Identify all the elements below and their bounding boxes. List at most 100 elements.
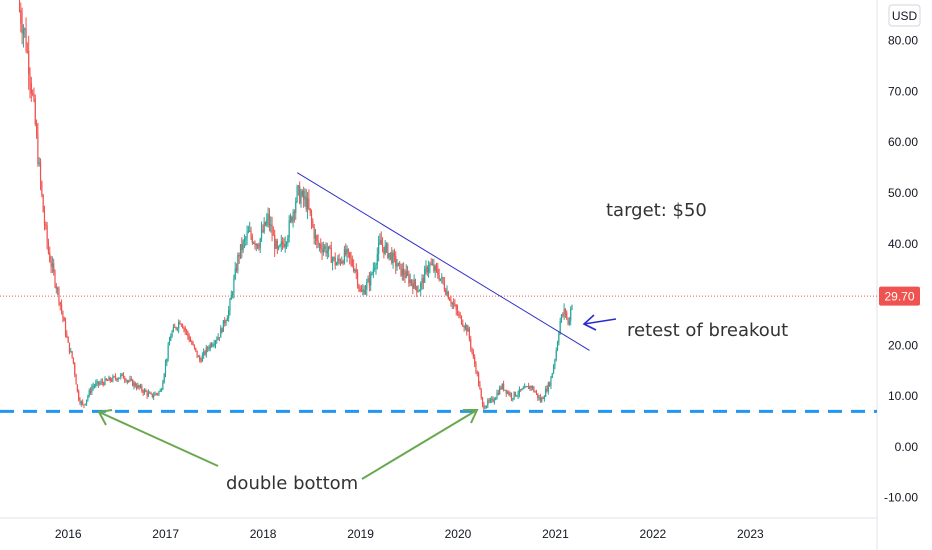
candle-body bbox=[95, 383, 97, 386]
candle-body bbox=[387, 244, 389, 258]
candle-body bbox=[132, 379, 134, 386]
candle-body bbox=[477, 373, 480, 385]
candle-body bbox=[246, 232, 248, 239]
candle-body bbox=[316, 235, 318, 242]
candle-body bbox=[364, 289, 367, 295]
candle-body bbox=[110, 380, 113, 382]
y-tick-label: 50.00 bbox=[888, 186, 918, 200]
candle-body bbox=[550, 377, 552, 386]
candle-body bbox=[506, 391, 509, 394]
candle-body bbox=[189, 340, 192, 342]
candle-body bbox=[491, 398, 493, 400]
candle-body bbox=[74, 363, 76, 375]
candle-body bbox=[283, 244, 285, 247]
time-axis[interactable]: 2016 2017 2018 2019 2020 2021 2022 2023 bbox=[55, 527, 764, 541]
currency-badge[interactable] bbox=[888, 4, 921, 27]
candle-body bbox=[355, 269, 357, 273]
y-tick-label: 20.00 bbox=[888, 338, 918, 352]
x-tick-label: 2022 bbox=[640, 527, 667, 541]
candle-body bbox=[203, 351, 205, 356]
candle-body bbox=[250, 230, 252, 237]
double-bottom-arrow-right[interactable] bbox=[361, 409, 479, 480]
candle-body bbox=[99, 383, 101, 385]
candle-body bbox=[180, 324, 182, 326]
candle-body bbox=[125, 380, 127, 382]
candle-body bbox=[338, 258, 340, 261]
candle-body bbox=[280, 241, 282, 246]
candle-body bbox=[258, 247, 260, 249]
candle-body bbox=[522, 388, 524, 390]
candle-body bbox=[101, 381, 103, 383]
double-bottom-arrow-left[interactable] bbox=[97, 409, 219, 467]
retest-annotation[interactable]: retest of breakout bbox=[627, 320, 788, 341]
y-tick-label: 80.00 bbox=[888, 34, 918, 48]
candle-body bbox=[537, 393, 539, 398]
candle-body bbox=[410, 279, 413, 284]
candle-body bbox=[456, 309, 459, 315]
candle-body bbox=[237, 255, 239, 271]
candle-body bbox=[466, 325, 468, 332]
candle-body bbox=[29, 74, 31, 84]
candle-body bbox=[375, 264, 377, 268]
candle-body bbox=[346, 249, 348, 255]
candle-body bbox=[508, 391, 510, 395]
candle-body bbox=[304, 196, 306, 200]
candle-body bbox=[50, 261, 52, 267]
candle-body bbox=[251, 236, 253, 243]
candle-body bbox=[37, 134, 39, 164]
candle-body bbox=[235, 268, 238, 271]
candle-body bbox=[318, 244, 321, 246]
double-bottom-annotation[interactable]: double bottom bbox=[226, 473, 358, 494]
retest-arrow[interactable] bbox=[582, 314, 617, 331]
candle-body bbox=[35, 124, 38, 135]
y-tick-label: 10.00 bbox=[888, 389, 918, 403]
candle-body bbox=[39, 162, 42, 182]
candle-body bbox=[549, 382, 551, 386]
candle-body bbox=[529, 386, 531, 389]
candle-body bbox=[395, 255, 397, 267]
candle-body bbox=[226, 317, 228, 321]
candle-body bbox=[30, 83, 32, 94]
candle-body bbox=[495, 397, 497, 400]
x-tick-label: 2021 bbox=[542, 527, 569, 541]
candle-body bbox=[60, 304, 63, 312]
candle-body bbox=[571, 305, 573, 310]
candle-body bbox=[533, 386, 535, 392]
candle-body bbox=[450, 300, 452, 304]
candle-body bbox=[566, 312, 568, 318]
candle-body bbox=[34, 98, 36, 125]
trendline[interactable] bbox=[296, 172, 590, 351]
candle-body bbox=[439, 278, 442, 280]
candle-body bbox=[301, 190, 303, 196]
candle-body bbox=[272, 234, 274, 236]
candle-body bbox=[459, 314, 461, 316]
candle-body bbox=[217, 337, 219, 340]
candle-body bbox=[405, 271, 407, 278]
candle-body bbox=[409, 279, 411, 284]
candle-body bbox=[184, 328, 186, 331]
candle-body bbox=[541, 398, 543, 402]
candle-body bbox=[287, 237, 289, 243]
candle-body bbox=[329, 246, 331, 248]
price-axis[interactable]: 80.0070.0060.0050.0040.0030.0020.0010.00… bbox=[884, 34, 918, 505]
candle-body bbox=[182, 325, 184, 329]
candle-body bbox=[212, 344, 214, 347]
candle-body bbox=[281, 241, 284, 245]
candle-body bbox=[437, 268, 439, 276]
target-annotation[interactable]: target: $50 bbox=[606, 200, 707, 221]
candle-body bbox=[260, 230, 263, 239]
candle-body bbox=[295, 201, 297, 213]
candle-body bbox=[426, 266, 428, 273]
candle-body bbox=[554, 359, 556, 366]
candle-body bbox=[157, 393, 159, 395]
candle-body bbox=[331, 258, 334, 263]
candle-body bbox=[70, 351, 72, 353]
candle-body bbox=[118, 377, 121, 379]
candle-body bbox=[42, 194, 44, 213]
candle-body bbox=[245, 238, 247, 240]
candle-body bbox=[159, 390, 161, 392]
y-tick-label: -10.00 bbox=[884, 491, 918, 505]
candle-body bbox=[322, 248, 324, 253]
y-tick-label: 60.00 bbox=[888, 135, 918, 149]
candle-body bbox=[520, 389, 522, 391]
